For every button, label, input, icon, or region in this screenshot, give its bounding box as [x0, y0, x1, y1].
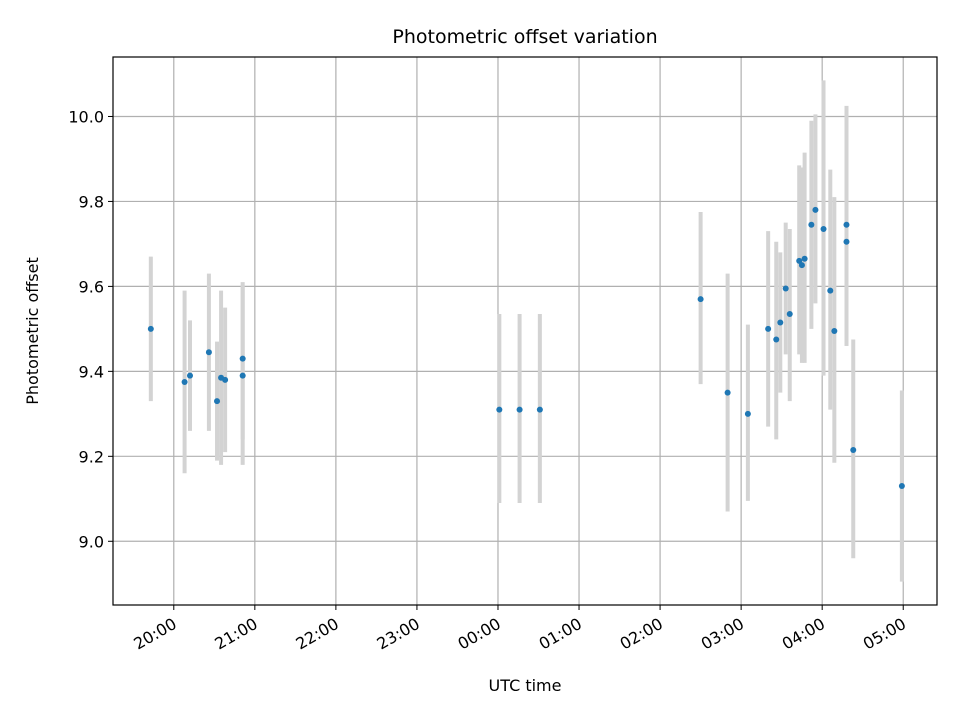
- data-point: [801, 255, 808, 262]
- chart-title: Photometric offset variation: [392, 26, 657, 48]
- data-point: [831, 328, 838, 334]
- y-tick-label: 9.0: [79, 532, 104, 551]
- data-point: [765, 325, 772, 332]
- data-point: [724, 389, 731, 396]
- data-point: [536, 406, 543, 413]
- data-point: [843, 221, 850, 228]
- y-axis: 9.0 9.2 9.4 9.6 9.8 10.0: [68, 107, 113, 551]
- data-point: [205, 349, 212, 356]
- y-tick-label: 9.2: [79, 447, 104, 466]
- data-point: [222, 376, 229, 383]
- data-point: [239, 372, 246, 379]
- data-point: [827, 287, 834, 294]
- data-point: [516, 406, 523, 413]
- data-point: [898, 483, 905, 490]
- plot-frame: [112, 56, 938, 606]
- x-axis-title: UTC time: [489, 676, 562, 695]
- data-point: [850, 446, 857, 453]
- data-point: [782, 285, 789, 292]
- data-point: [744, 410, 751, 417]
- y-tick-label: 9.8: [79, 192, 104, 211]
- y-tick-label: 9.4: [79, 362, 104, 381]
- data-point: [808, 221, 815, 228]
- data-point: [820, 226, 827, 233]
- data-point: [786, 311, 793, 318]
- data-point: [798, 262, 805, 269]
- data-point: [214, 398, 221, 405]
- y-tick-label: 9.6: [79, 277, 104, 296]
- data-point: [181, 378, 188, 385]
- data-points: [147, 206, 905, 490]
- data-point: [496, 406, 503, 413]
- data-point: [186, 372, 193, 379]
- data-point: [777, 319, 784, 326]
- data-point: [843, 238, 850, 245]
- y-tick-label: 10.0: [68, 107, 104, 126]
- data-point: [812, 206, 819, 213]
- y-axis-title: Photometric offset: [23, 257, 42, 405]
- data-point: [239, 355, 246, 362]
- data-point: [147, 325, 154, 332]
- data-point: [773, 336, 780, 343]
- data-point: [697, 296, 704, 303]
